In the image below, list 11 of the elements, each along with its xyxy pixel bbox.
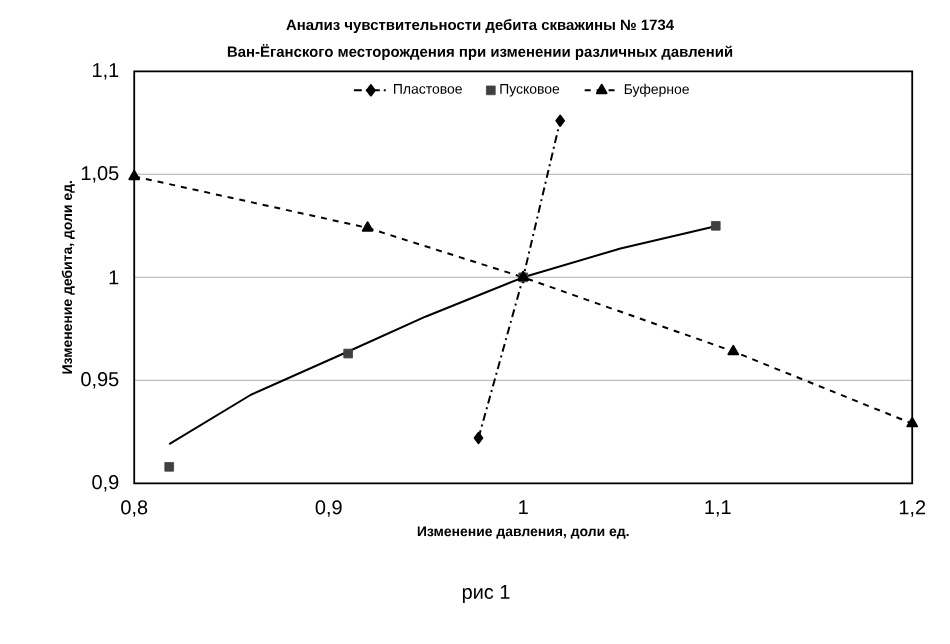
y-tick-label: 1 — [109, 270, 119, 285]
y-tick-label: 0,9 — [92, 475, 119, 492]
x-tick-label: 1,2 — [899, 500, 926, 517]
x-tick-label: 0,9 — [315, 500, 342, 517]
x-tick-label: 1 — [519, 500, 528, 515]
y-tick-label: 0,95 — [81, 372, 119, 389]
x-tick-label: 1,1 — [705, 500, 731, 517]
y-tick-label: 1,1 — [93, 63, 119, 80]
text: рис 1 — [462, 585, 510, 603]
y-tick-label: 1,05 — [81, 166, 119, 183]
x-tick-label: 0,8 — [121, 500, 148, 517]
